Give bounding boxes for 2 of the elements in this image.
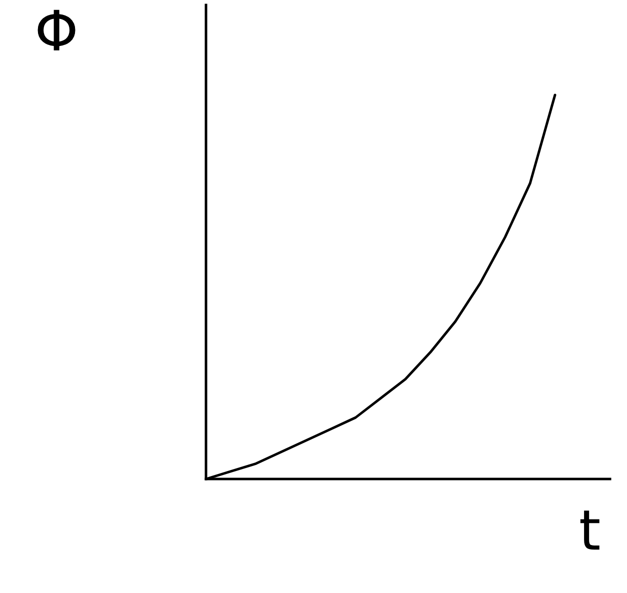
y-axis-title: Φ <box>38 10 76 50</box>
x-axis-title: t <box>580 510 600 550</box>
